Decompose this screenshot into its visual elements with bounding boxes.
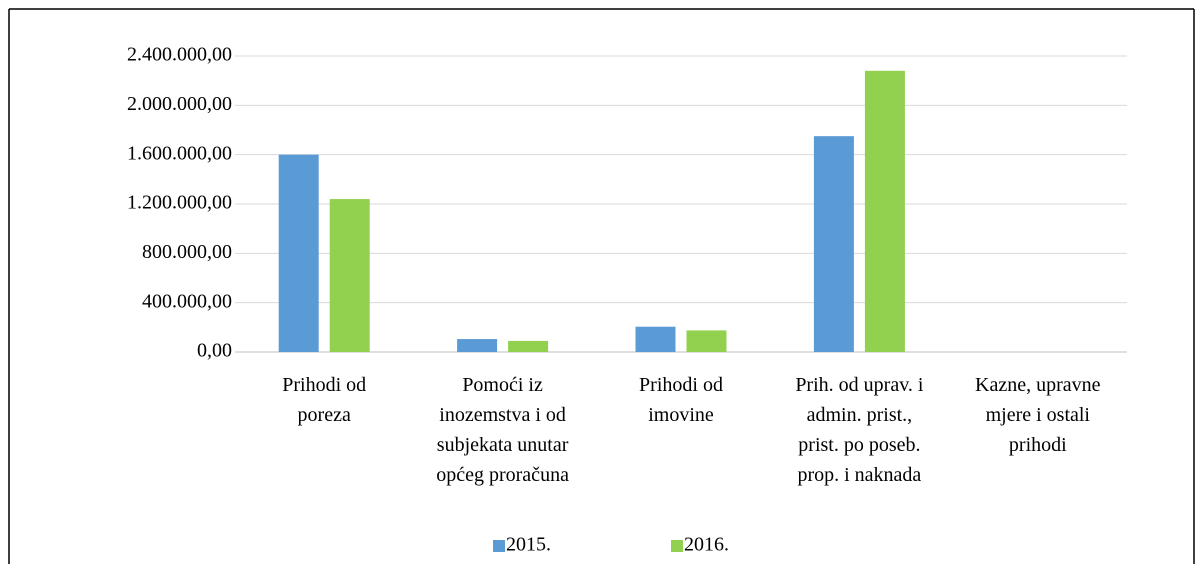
y-tick-label: 1.200.000,00 bbox=[127, 192, 232, 214]
legend-label: 2016. bbox=[684, 534, 729, 556]
x-tick-label: Prihodi od poreza bbox=[282, 374, 367, 426]
legend-swatch bbox=[671, 540, 683, 552]
x-tick-label: Prih. od uprav. i admin. prist., prist. … bbox=[795, 374, 924, 486]
bar bbox=[457, 339, 498, 352]
bar bbox=[635, 326, 676, 352]
bar bbox=[813, 136, 854, 352]
legend-swatch bbox=[493, 540, 505, 552]
x-tick-label: Kazne, upravne mjere i ostali prihodi bbox=[975, 374, 1101, 456]
bar bbox=[864, 70, 905, 353]
y-tick-label: 400.000,00 bbox=[142, 290, 232, 312]
bar bbox=[508, 340, 549, 352]
bar bbox=[278, 154, 319, 352]
y-tick-label: 800.000,00 bbox=[142, 241, 232, 263]
y-tick-label: 2.400.000,00 bbox=[127, 44, 232, 66]
bar bbox=[329, 199, 370, 352]
bar bbox=[686, 330, 727, 352]
y-tick-label: 1.600.000,00 bbox=[127, 142, 232, 164]
legend-label: 2015. bbox=[506, 534, 551, 556]
y-tick-label: 2.000.000,00 bbox=[127, 93, 232, 115]
x-tick-label: Prihodi od imovine bbox=[639, 374, 723, 426]
y-tick-label: 0,00 bbox=[197, 340, 232, 362]
x-tick-label: Pomoći iz inozemstva i od subjekata unut… bbox=[436, 374, 569, 486]
